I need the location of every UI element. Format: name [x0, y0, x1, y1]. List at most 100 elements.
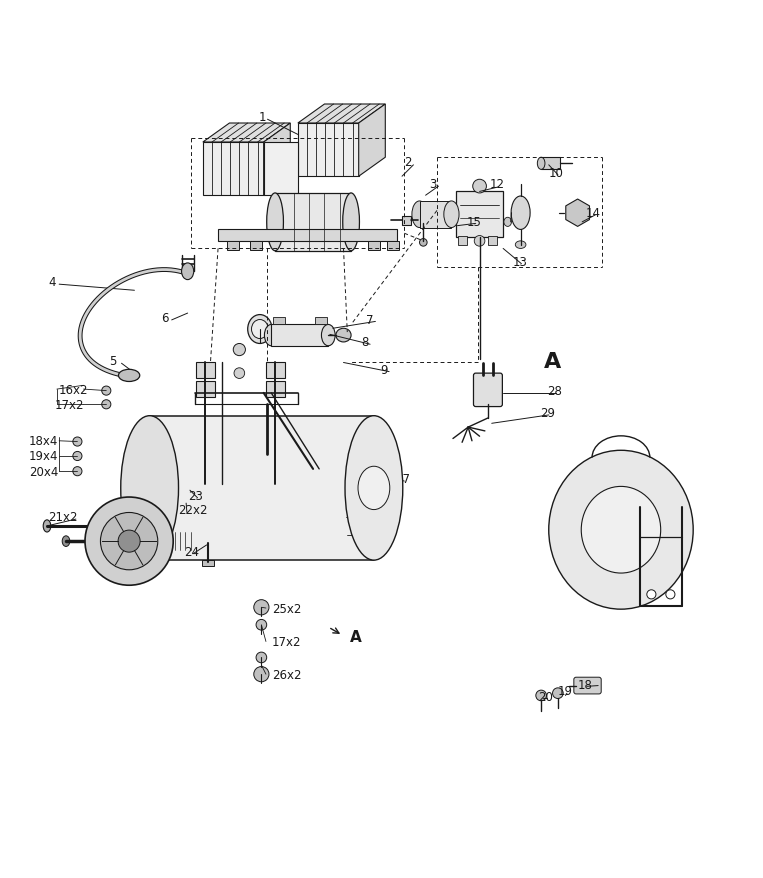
Circle shape: [475, 236, 485, 247]
Text: 17x2: 17x2: [55, 399, 84, 411]
Bar: [273, 318, 285, 325]
Polygon shape: [275, 194, 351, 251]
Text: 16x2: 16x2: [362, 511, 391, 523]
Ellipse shape: [420, 240, 427, 247]
Ellipse shape: [345, 416, 403, 560]
Ellipse shape: [265, 325, 278, 346]
Ellipse shape: [358, 467, 390, 510]
Text: 25x2: 25x2: [272, 601, 301, 615]
Text: 22x2: 22x2: [178, 504, 208, 517]
Text: 24: 24: [185, 545, 200, 558]
Polygon shape: [359, 104, 385, 177]
Polygon shape: [150, 416, 374, 560]
Bar: [272, 325, 328, 346]
Text: 14: 14: [586, 207, 601, 220]
Ellipse shape: [549, 450, 694, 609]
Circle shape: [72, 467, 82, 476]
Circle shape: [342, 531, 351, 540]
Polygon shape: [142, 522, 374, 534]
Bar: [266, 382, 285, 397]
Polygon shape: [264, 143, 298, 196]
Ellipse shape: [252, 320, 269, 339]
Bar: [314, 318, 327, 325]
Polygon shape: [264, 124, 290, 196]
Text: 4: 4: [49, 276, 56, 289]
Text: 8: 8: [361, 336, 369, 349]
Bar: [227, 241, 240, 251]
Text: 1: 1: [259, 111, 266, 124]
Text: 5: 5: [109, 355, 117, 368]
Ellipse shape: [504, 218, 511, 227]
Ellipse shape: [343, 194, 359, 251]
Text: 23: 23: [188, 489, 203, 502]
Bar: [402, 217, 411, 226]
Bar: [541, 158, 560, 170]
Circle shape: [101, 386, 111, 396]
Ellipse shape: [182, 263, 194, 280]
Text: 19x4: 19x4: [29, 450, 58, 463]
Text: 28: 28: [547, 385, 562, 398]
Text: A: A: [349, 629, 362, 644]
Circle shape: [72, 437, 82, 447]
Circle shape: [342, 514, 351, 522]
FancyBboxPatch shape: [474, 374, 502, 407]
Ellipse shape: [581, 486, 661, 573]
Bar: [488, 236, 497, 245]
Bar: [250, 241, 262, 251]
FancyBboxPatch shape: [181, 479, 199, 503]
Text: 18x4: 18x4: [29, 435, 58, 448]
Text: 17x2: 17x2: [272, 636, 301, 648]
Text: 3: 3: [430, 177, 436, 191]
Polygon shape: [298, 124, 359, 177]
Bar: [458, 236, 467, 245]
Ellipse shape: [248, 315, 272, 344]
Ellipse shape: [515, 241, 526, 249]
Text: 20x4: 20x4: [29, 465, 58, 479]
Text: 12: 12: [489, 178, 504, 191]
Circle shape: [72, 452, 82, 461]
Ellipse shape: [511, 197, 530, 230]
Bar: [262, 449, 274, 458]
Circle shape: [101, 513, 158, 570]
Text: 27: 27: [395, 472, 410, 486]
Circle shape: [256, 652, 267, 663]
Circle shape: [536, 690, 546, 701]
Ellipse shape: [121, 416, 179, 560]
Circle shape: [552, 688, 563, 699]
Ellipse shape: [444, 202, 459, 228]
Text: 21x2: 21x2: [49, 511, 78, 523]
Text: 18: 18: [578, 678, 593, 691]
Ellipse shape: [43, 521, 51, 532]
Text: 10: 10: [549, 167, 564, 180]
Ellipse shape: [336, 329, 351, 342]
Circle shape: [233, 344, 246, 356]
Ellipse shape: [118, 370, 140, 382]
Circle shape: [647, 590, 656, 599]
Circle shape: [254, 666, 269, 682]
Ellipse shape: [63, 536, 69, 547]
Bar: [420, 201, 452, 228]
Circle shape: [234, 369, 245, 379]
Circle shape: [101, 400, 111, 409]
Text: 15: 15: [467, 215, 481, 228]
Circle shape: [85, 498, 173, 586]
Ellipse shape: [321, 325, 335, 346]
Polygon shape: [566, 200, 590, 227]
Text: 20: 20: [538, 690, 553, 703]
Text: 6: 6: [161, 312, 169, 325]
Text: 16x2: 16x2: [60, 383, 89, 396]
Bar: [196, 363, 215, 378]
Circle shape: [666, 590, 675, 599]
Polygon shape: [218, 230, 397, 241]
Bar: [202, 560, 214, 566]
Ellipse shape: [417, 211, 430, 224]
Ellipse shape: [448, 218, 456, 227]
Ellipse shape: [537, 158, 545, 170]
Circle shape: [254, 600, 269, 615]
Text: 13: 13: [512, 255, 527, 269]
Ellipse shape: [267, 194, 283, 251]
Polygon shape: [298, 104, 385, 124]
Bar: [368, 241, 380, 251]
Text: 9: 9: [380, 363, 388, 377]
Text: 29: 29: [539, 407, 555, 420]
